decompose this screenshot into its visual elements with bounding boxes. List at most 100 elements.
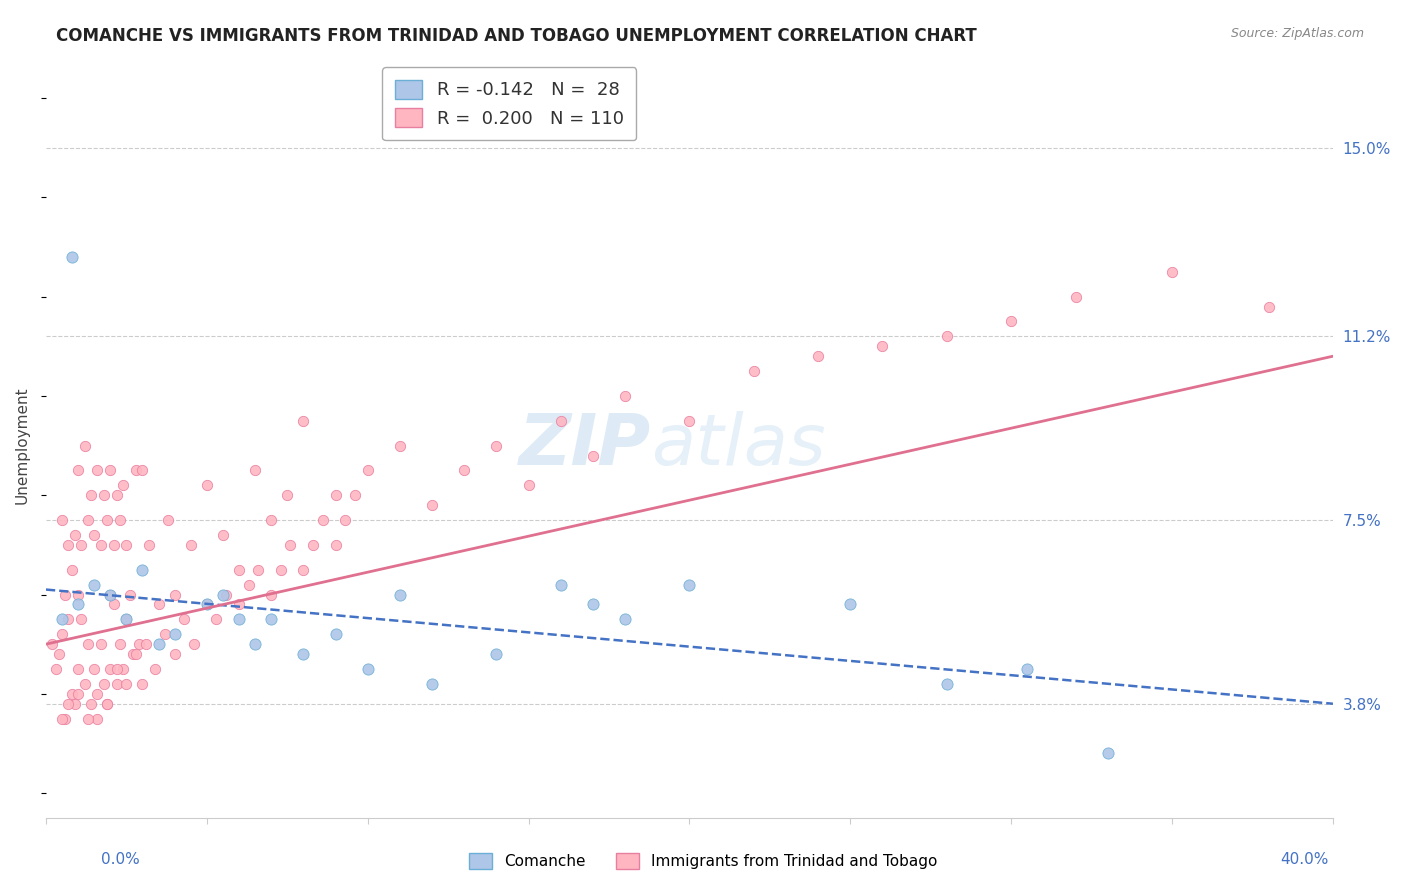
Point bbox=[70, 612, 93, 626]
Point bbox=[41, 637, 63, 651]
Point bbox=[115, 538, 138, 552]
Point bbox=[83, 528, 105, 542]
Point bbox=[60, 250, 83, 264]
Point bbox=[108, 637, 131, 651]
Point bbox=[93, 677, 115, 691]
Point bbox=[183, 637, 205, 651]
Point bbox=[292, 414, 315, 428]
Point bbox=[325, 538, 347, 552]
Point bbox=[614, 389, 637, 403]
Point bbox=[105, 662, 128, 676]
Point bbox=[1257, 300, 1279, 314]
Point bbox=[302, 538, 325, 552]
Point bbox=[51, 612, 73, 626]
Point bbox=[292, 563, 315, 577]
Point bbox=[582, 598, 605, 612]
Point bbox=[148, 637, 170, 651]
Y-axis label: Unemployment: Unemployment bbox=[15, 387, 30, 504]
Point bbox=[311, 513, 333, 527]
Point bbox=[103, 598, 125, 612]
Point bbox=[76, 712, 98, 726]
Point bbox=[173, 612, 195, 626]
Point bbox=[98, 587, 121, 601]
Point bbox=[388, 587, 411, 601]
Point bbox=[58, 538, 80, 552]
Point bbox=[228, 563, 250, 577]
Point bbox=[76, 513, 98, 527]
Point bbox=[135, 637, 157, 651]
Point bbox=[112, 662, 135, 676]
Point bbox=[148, 598, 170, 612]
Point bbox=[205, 612, 228, 626]
Point bbox=[67, 662, 90, 676]
Point bbox=[48, 647, 70, 661]
Point bbox=[51, 513, 73, 527]
Point bbox=[80, 697, 103, 711]
Point bbox=[103, 538, 125, 552]
Point bbox=[83, 577, 105, 591]
Point bbox=[343, 488, 366, 502]
Point bbox=[90, 637, 112, 651]
Point bbox=[143, 662, 166, 676]
Point bbox=[550, 577, 572, 591]
Point bbox=[105, 488, 128, 502]
Point bbox=[1161, 265, 1184, 279]
Point bbox=[125, 647, 148, 661]
Point bbox=[73, 439, 96, 453]
Point bbox=[212, 528, 235, 542]
Point bbox=[935, 677, 957, 691]
Point bbox=[243, 637, 266, 651]
Point bbox=[215, 587, 238, 601]
Point bbox=[582, 449, 605, 463]
Point bbox=[212, 587, 235, 601]
Point bbox=[112, 478, 135, 492]
Point bbox=[1064, 290, 1087, 304]
Point bbox=[53, 712, 76, 726]
Point bbox=[63, 697, 86, 711]
Point bbox=[86, 687, 108, 701]
Text: COMANCHE VS IMMIGRANTS FROM TRINIDAD AND TOBAGO UNEMPLOYMENT CORRELATION CHART: COMANCHE VS IMMIGRANTS FROM TRINIDAD AND… bbox=[56, 27, 977, 45]
Point bbox=[420, 498, 443, 512]
Point bbox=[1000, 314, 1022, 328]
Point bbox=[67, 687, 90, 701]
Point bbox=[517, 478, 540, 492]
Point bbox=[485, 647, 508, 661]
Point bbox=[335, 513, 357, 527]
Point bbox=[550, 414, 572, 428]
Point bbox=[357, 463, 380, 477]
Point bbox=[260, 513, 283, 527]
Point bbox=[45, 662, 67, 676]
Point bbox=[163, 647, 186, 661]
Point bbox=[238, 577, 260, 591]
Point bbox=[96, 697, 118, 711]
Point bbox=[98, 662, 121, 676]
Point bbox=[58, 612, 80, 626]
Point bbox=[260, 587, 283, 601]
Point bbox=[325, 488, 347, 502]
Point bbox=[872, 339, 894, 353]
Point bbox=[195, 598, 218, 612]
Point bbox=[180, 538, 202, 552]
Point bbox=[247, 563, 270, 577]
Point bbox=[115, 677, 138, 691]
Point bbox=[115, 612, 138, 626]
Point bbox=[115, 612, 138, 626]
Point bbox=[98, 587, 121, 601]
Legend: Comanche, Immigrants from Trinidad and Tobago: Comanche, Immigrants from Trinidad and T… bbox=[463, 847, 943, 875]
Point bbox=[80, 488, 103, 502]
Point bbox=[157, 513, 180, 527]
Point bbox=[93, 488, 115, 502]
Point bbox=[86, 463, 108, 477]
Point bbox=[614, 612, 637, 626]
Point bbox=[73, 677, 96, 691]
Point bbox=[195, 478, 218, 492]
Point bbox=[90, 538, 112, 552]
Point bbox=[70, 538, 93, 552]
Point bbox=[1017, 662, 1039, 676]
Point bbox=[125, 463, 148, 477]
Point bbox=[60, 563, 83, 577]
Point bbox=[163, 627, 186, 641]
Text: 0.0%: 0.0% bbox=[101, 852, 141, 867]
Point bbox=[195, 598, 218, 612]
Point bbox=[118, 587, 141, 601]
